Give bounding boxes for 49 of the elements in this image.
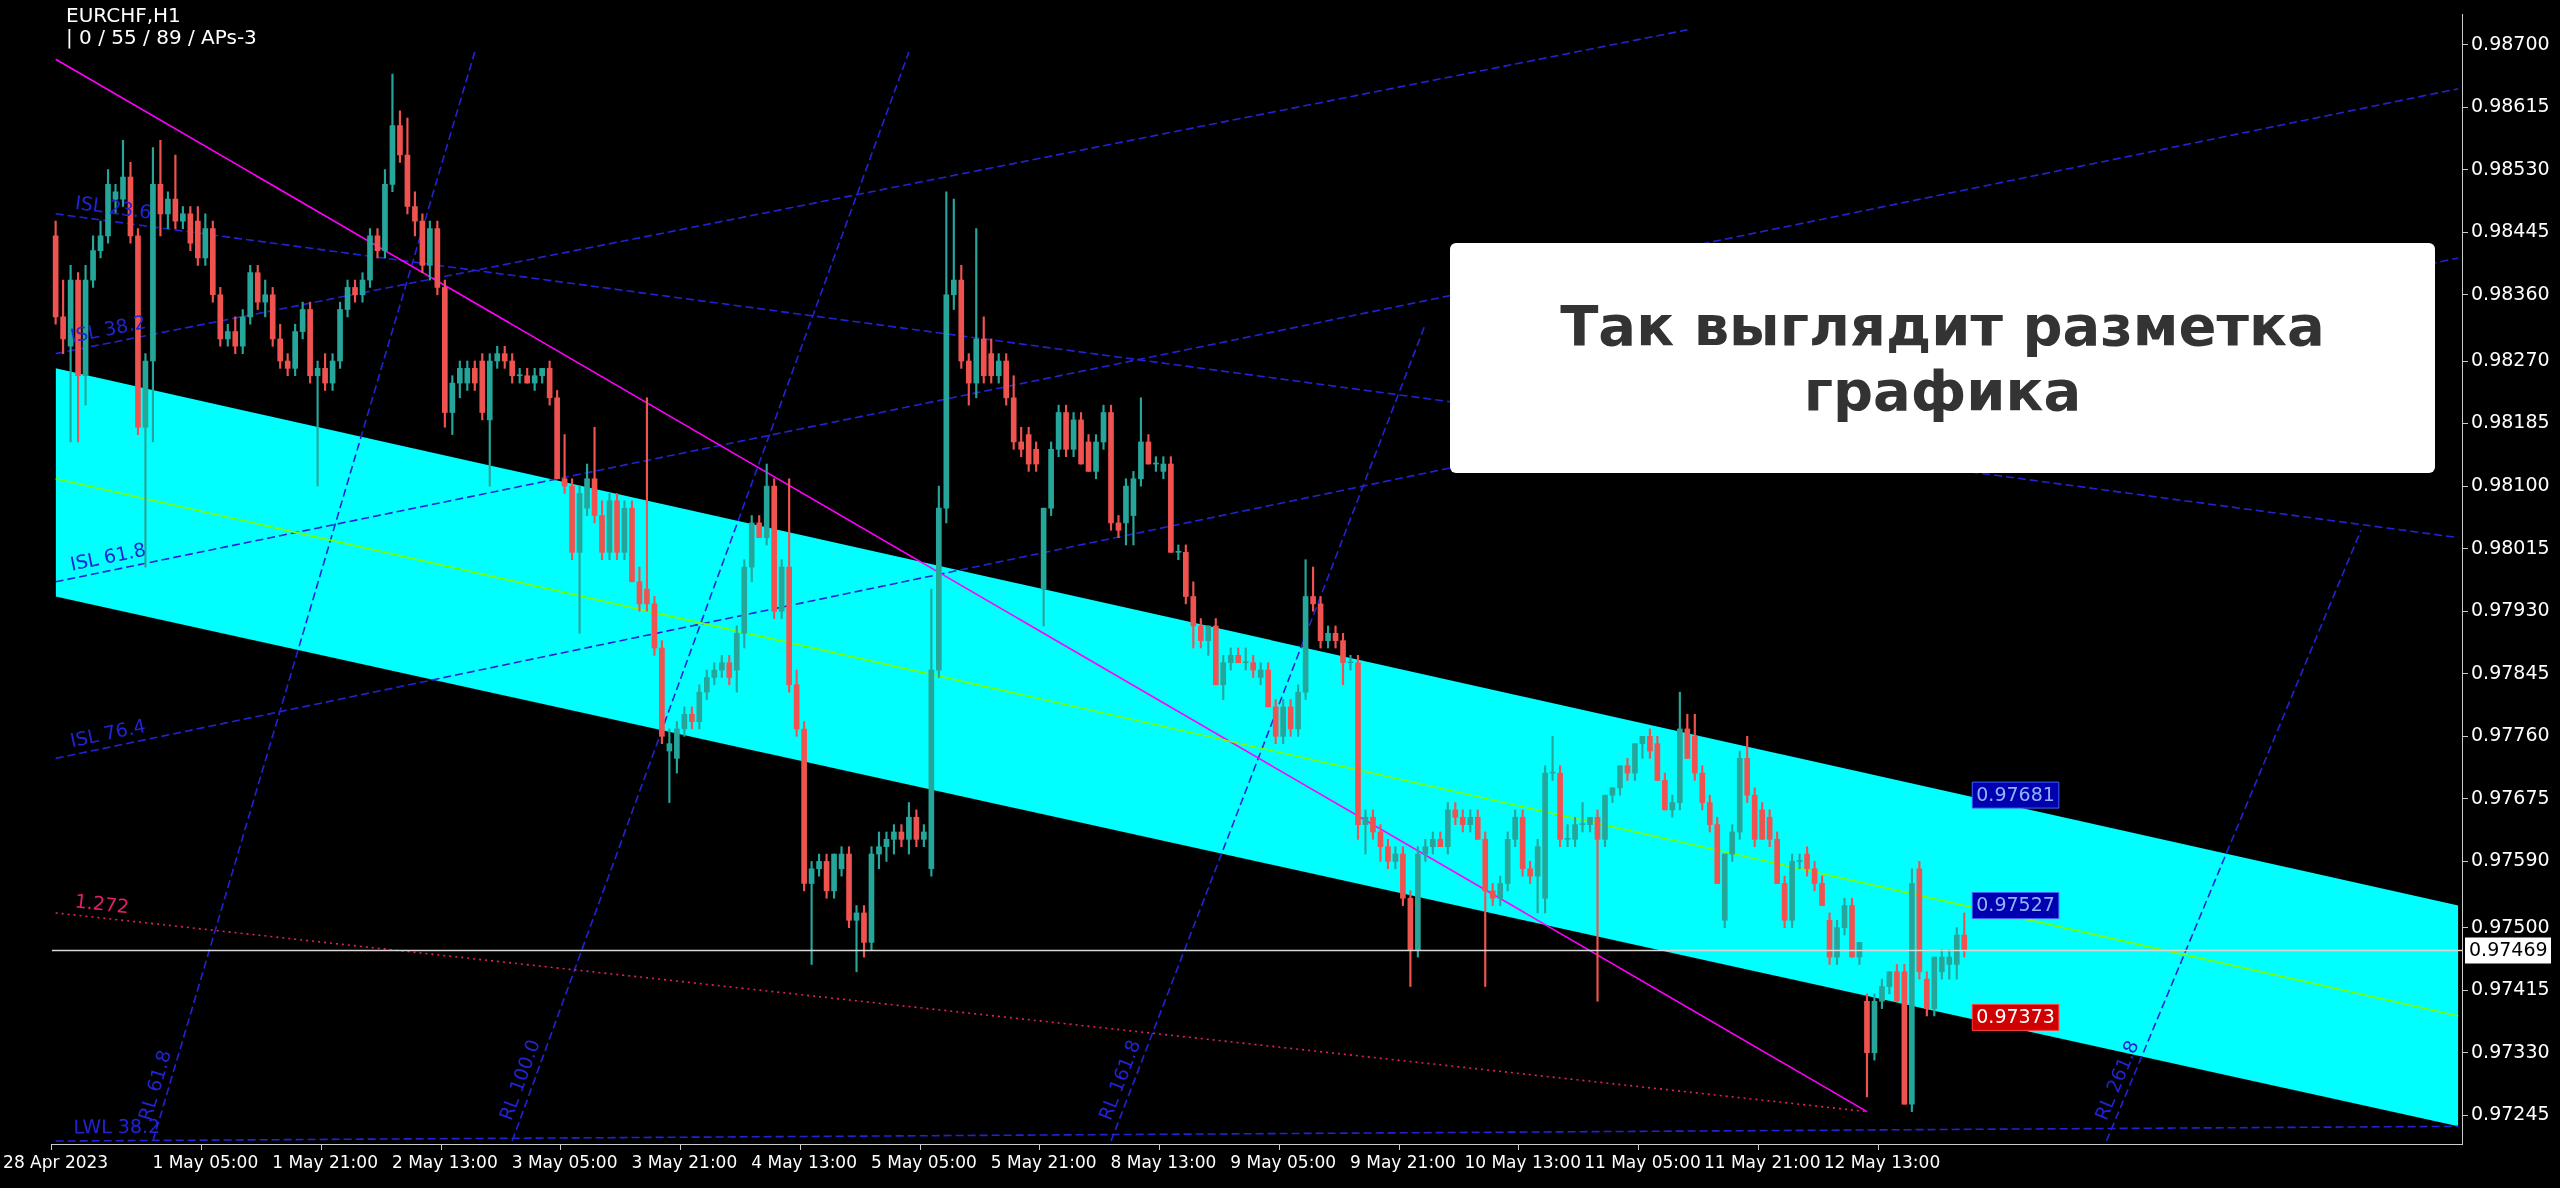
x-tick-label: 10 May 13:00 — [1464, 1151, 1581, 1172]
x-tick-label: 28 Apr 2023 — [3, 1151, 109, 1172]
y-tick-label: 0.98015 — [2471, 535, 2550, 558]
ref-line-label: 0.97469 — [2469, 938, 2548, 961]
x-tick-label: 9 May 21:00 — [1350, 1151, 1456, 1172]
chart-title: EURCHF,H1 — [66, 3, 182, 27]
y-tick-label: 0.98530 — [2471, 156, 2550, 179]
y-tick-label: 0.97760 — [2471, 723, 2550, 746]
text: RL 161.8 — [1093, 1036, 1145, 1123]
y-tick-label: 0.97415 — [2471, 977, 2550, 1000]
annotation: 0.97373 — [1976, 1005, 2055, 1028]
x-tick-label: 5 May 21:00 — [990, 1151, 1097, 1172]
x-tick-label: 2 May 13:00 — [391, 1151, 498, 1172]
text: ISL 23.6 — [73, 190, 153, 223]
text: 1.272 — [73, 889, 131, 918]
text: ISL 61.8 — [68, 537, 148, 575]
y-tick-label: 0.98270 — [2471, 347, 2550, 370]
y-tick-label: 0.97930 — [2471, 598, 2550, 621]
y-tick-label: 0.98100 — [2471, 473, 2550, 496]
x-tick-label: 8 May 13:00 — [1110, 1151, 1217, 1172]
y-tick-label: 0.98615 — [2471, 94, 2550, 117]
y-tick-label: 0.97245 — [2471, 1102, 2550, 1125]
annotation: 0.97681 — [1976, 783, 2055, 806]
x-tick-label: 9 May 05:00 — [1230, 1151, 1337, 1172]
caption-box: Так выглядит разметка графика — [1450, 243, 2435, 473]
x-tick-label: 11 May 21:00 — [1703, 1151, 1821, 1172]
x-tick-label: 4 May 13:00 — [751, 1151, 857, 1172]
y-tick-label: 0.97845 — [2471, 660, 2550, 683]
x-tick-label: 3 May 21:00 — [631, 1151, 738, 1172]
x-tick-label: 3 May 05:00 — [511, 1151, 618, 1172]
text: ISL 76.4 — [68, 714, 148, 752]
y-tick-label: 0.98185 — [2471, 410, 2550, 433]
y-tick-label: 0.97675 — [2471, 785, 2550, 808]
x-tick-label: 11 May 05:00 — [1584, 1151, 1701, 1172]
y-tick-label: 0.98700 — [2471, 31, 2550, 54]
x-tick-label: 1 May 21:00 — [272, 1151, 378, 1172]
y-tick-label: 0.97500 — [2471, 914, 2550, 937]
annotation: 0.97527 — [1976, 893, 2055, 916]
x-tick-label: 5 May 05:00 — [870, 1151, 977, 1172]
y-tick-label: 0.98445 — [2471, 219, 2550, 242]
text: | 0 / 55 / 89 / APs-3 — [66, 25, 257, 49]
y-tick-label: 0.97330 — [2471, 1039, 2550, 1062]
text: ISL 38.2 — [68, 310, 148, 347]
x-tick-label: 12 May 13:00 — [1823, 1151, 1941, 1172]
y-tick-label: 0.98360 — [2471, 281, 2550, 304]
text: RL 261.8 — [2089, 1036, 2143, 1124]
text: RL 100.0 — [494, 1036, 544, 1123]
y-tick-label: 0.97590 — [2471, 848, 2550, 871]
x-tick-label: 1 May 05:00 — [152, 1151, 259, 1172]
